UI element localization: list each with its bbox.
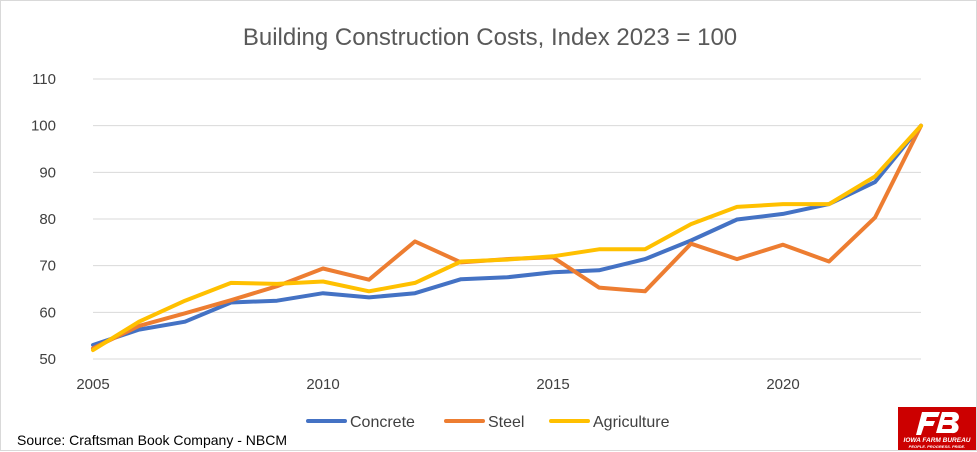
- series-line-agriculture: [91, 123, 923, 353]
- chart-title: Building Construction Costs, Index 2023 …: [243, 24, 737, 51]
- series-line-concrete: [91, 123, 923, 347]
- x-axis-ticks: 2005 2010 2015 2020: [76, 376, 799, 393]
- series-lines: [91, 123, 923, 353]
- legend-item-concrete: Concrete: [306, 414, 415, 431]
- x-tick-label: 2015: [536, 376, 569, 393]
- y-tick-label: 80: [39, 211, 56, 228]
- gridlines: [93, 78, 921, 360]
- legend: Concrete Steel Agriculture: [306, 414, 670, 431]
- y-tick-label: 110: [32, 71, 56, 88]
- x-tick-label: 2020: [766, 376, 799, 393]
- x-tick-label: 2005: [76, 376, 109, 393]
- y-tick-label: 50: [39, 351, 56, 368]
- iowa-farm-bureau-logo: IOWA FARM BUREAU PEOPLE. PROGRESS. PRIDE…: [898, 407, 976, 450]
- legend-label: Agriculture: [593, 414, 670, 431]
- logo-name: IOWA FARM BUREAU: [904, 437, 971, 444]
- y-tick-label: 70: [39, 258, 56, 275]
- y-axis-ticks: 50 60 70 80 90 100 110: [31, 71, 56, 368]
- y-tick-label: 100: [31, 118, 56, 135]
- legend-item-agriculture: Agriculture: [549, 414, 670, 431]
- legend-item-steel: Steel: [444, 414, 524, 431]
- source-note: Source: Craftsman Book Company - NBCM: [17, 432, 287, 448]
- series-line-steel: [91, 123, 923, 351]
- y-tick-label: 90: [39, 164, 56, 181]
- logo-fb-mark: [916, 412, 959, 435]
- logo-tagline: PEOPLE. PROGRESS. PRIDE.: [909, 444, 966, 449]
- y-tick-label: 60: [39, 304, 56, 321]
- x-tick-label: 2010: [306, 376, 339, 393]
- legend-label: Steel: [488, 414, 524, 431]
- legend-label: Concrete: [350, 414, 415, 431]
